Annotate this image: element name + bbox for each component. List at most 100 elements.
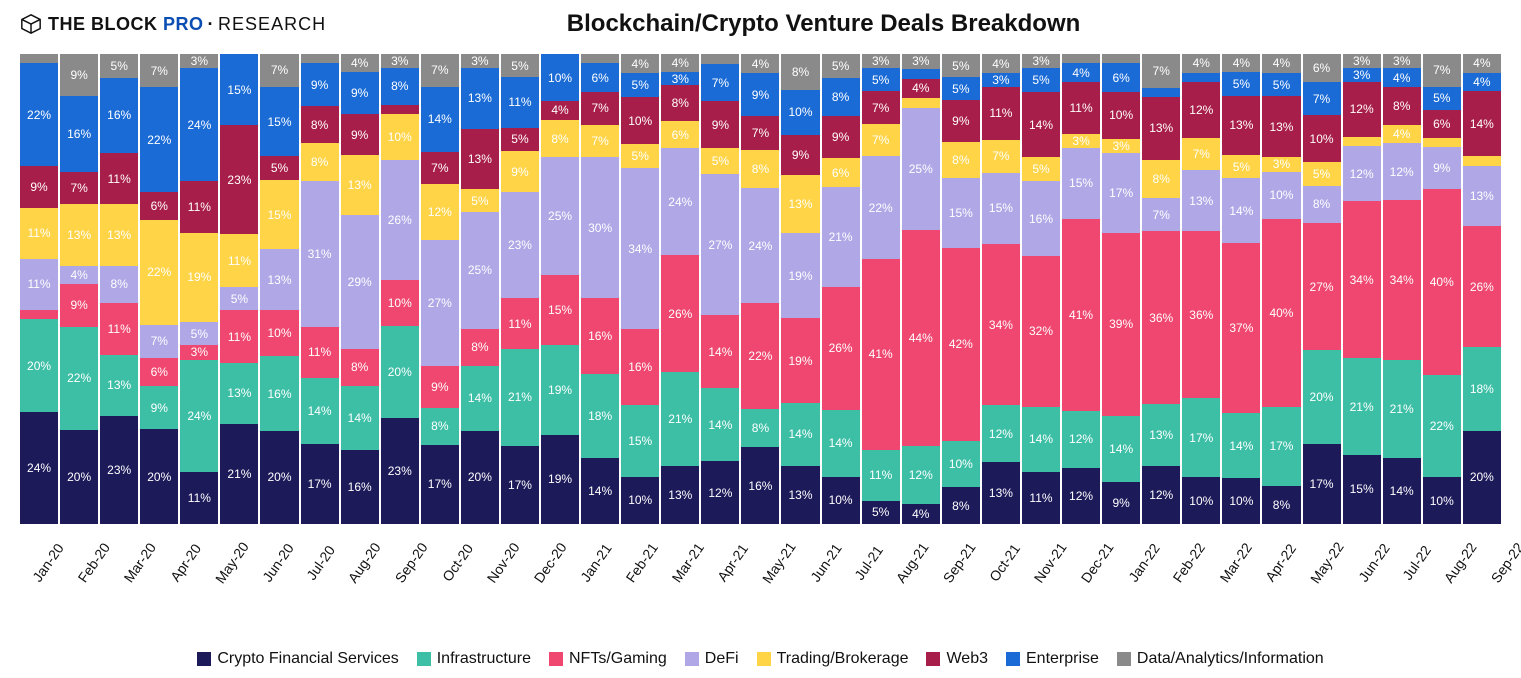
bar-segment: 14% xyxy=(1463,91,1501,156)
bar-segment: 8% xyxy=(100,266,138,304)
bar-segment: 14% xyxy=(1222,178,1260,243)
bar-segment: 29% xyxy=(341,215,379,349)
legend-swatch xyxy=(926,652,940,666)
bar-segment: 14% xyxy=(1383,458,1421,524)
bar-segment: 36% xyxy=(1142,231,1180,404)
legend-label: NFTs/Gaming xyxy=(569,650,667,668)
bar-segment: 3% xyxy=(461,54,499,68)
bar-segment: 15% xyxy=(541,275,579,346)
bar-segment: 26% xyxy=(381,160,419,280)
bar-segment: 19% xyxy=(781,233,819,318)
bar-segment: 8% xyxy=(1383,87,1421,125)
legend-label: Infrastructure xyxy=(437,650,531,668)
bar-segment: 14% xyxy=(1022,407,1060,473)
stacked-bar: 9%14%39%17%3%10%6% xyxy=(1102,54,1140,524)
bar-segment: 3% xyxy=(1383,54,1421,68)
bar-segment: 27% xyxy=(1303,223,1341,350)
legend-item: Enterprise xyxy=(1006,650,1099,668)
bar-segment: 8% xyxy=(942,142,980,179)
bar-segment: 7% xyxy=(741,116,779,150)
bar-segment: 8% xyxy=(1142,160,1180,198)
bar-segment: 5% xyxy=(1262,73,1300,97)
bar-column: 10%17%36%13%7%12%4% xyxy=(1182,54,1220,524)
bar-segment: 12% xyxy=(1343,146,1381,201)
bar-segment: 10% xyxy=(1182,477,1220,524)
legend-label: Web3 xyxy=(946,650,988,668)
bar-segment: 11% xyxy=(180,472,218,524)
bar-segment: 12% xyxy=(701,461,739,524)
bar-column: 12%14%14%27%5%9%7% xyxy=(701,54,739,524)
legend: Crypto Financial ServicesInfrastructureN… xyxy=(20,650,1501,668)
stacked-bar: 20%18%26%13%14%4%4% xyxy=(1463,54,1501,524)
bar-segment: 42% xyxy=(942,248,980,442)
stacked-bar: 20%16%10%13%15%5%15%7% xyxy=(260,54,298,524)
bar-column: 5%11%41%22%7%7%5%3% xyxy=(862,54,900,524)
bar-segment: 9% xyxy=(421,366,459,408)
bar-segment: 7% xyxy=(862,124,900,157)
bar-segment: 5% xyxy=(1423,87,1461,110)
bar-column: 17%20%27%8%5%10%7%6% xyxy=(1303,54,1341,524)
legend-label: Trading/Brokerage xyxy=(777,650,909,668)
bar-segment: 9% xyxy=(701,101,739,148)
bar-segment: 11% xyxy=(501,77,539,128)
bar-segment: 44% xyxy=(902,230,940,445)
stacked-bar: 24%20%11%11%9%22% xyxy=(20,54,58,524)
bar-segment: 3% xyxy=(180,54,218,68)
bar-segment: 14% xyxy=(701,388,739,461)
stacked-bar: 8%17%40%10%3%13%5%4% xyxy=(1262,54,1300,524)
bar-segment: 14% xyxy=(301,378,339,444)
bar-segment: 7% xyxy=(1303,82,1341,115)
bar-segment: 11% xyxy=(982,87,1020,139)
bar-segment: 4% xyxy=(1463,54,1501,73)
bar-segment: 21% xyxy=(501,349,539,446)
bar-segment: 8% xyxy=(661,85,699,121)
bar-segment: 3% xyxy=(1262,157,1300,171)
bar-segment: 34% xyxy=(1383,200,1421,360)
bar-segment: 8% xyxy=(421,408,459,445)
stacked-bar: 23%13%11%8%13%11%16%5% xyxy=(100,54,138,524)
bar-segment: 21% xyxy=(661,372,699,466)
bar-segment: 5% xyxy=(100,54,138,78)
bar-segment: 41% xyxy=(862,259,900,450)
bar-segment: 10% xyxy=(942,441,980,487)
legend-label: DeFi xyxy=(705,650,739,668)
bar-segment: 24% xyxy=(741,188,779,303)
bar-segment: 21% xyxy=(822,187,860,287)
stacked-bar: 16%14%8%29%13%9%9%4% xyxy=(341,54,379,524)
bar-segment: 13% xyxy=(461,129,499,189)
bar-segment: 8% xyxy=(781,54,819,90)
bar-segment: 13% xyxy=(661,466,699,524)
bar-segment: 25% xyxy=(541,157,579,275)
bar-segment: 36% xyxy=(1182,231,1220,399)
legend-label: Enterprise xyxy=(1026,650,1099,668)
bar-segment: 25% xyxy=(461,212,499,328)
stacked-bar: 11%14%32%16%5%14%5%3% xyxy=(1022,54,1060,524)
bar-segment: 16% xyxy=(581,298,619,373)
bar-segment: 10% xyxy=(381,114,419,160)
bar-segment: 6% xyxy=(822,158,860,186)
block-logo-icon xyxy=(20,13,42,35)
bar-segment: 26% xyxy=(661,255,699,371)
bar-segment: 8% xyxy=(301,106,339,144)
stacked-bar: 12%12%41%15%3%11%4% xyxy=(1062,54,1100,524)
bar-segment: 25% xyxy=(902,108,940,230)
legend-item: Web3 xyxy=(926,650,988,668)
bar-segment: 8% xyxy=(1303,186,1341,224)
bar-segment xyxy=(581,54,619,63)
stacked-bar: 21%13%11%5%11%23%15% xyxy=(220,54,258,524)
bar-segment: 4% xyxy=(661,54,699,72)
legend-swatch xyxy=(685,652,699,666)
bar-segment: 4% xyxy=(341,54,379,72)
x-axis-label: Sep-22 xyxy=(1488,540,1521,606)
bar-segment: 11% xyxy=(100,303,138,355)
stacked-bar: 20%22%9%4%13%7%16%9% xyxy=(60,54,98,524)
stacked-bar: 14%21%34%12%4%8%4%3% xyxy=(1383,54,1421,524)
bar-segment: 3% xyxy=(1062,134,1100,148)
bar-segment: 17% xyxy=(301,444,339,524)
bar-segment: 5% xyxy=(1303,162,1341,186)
bar-segment: 13% xyxy=(781,466,819,524)
bar-segment: 11% xyxy=(100,153,138,205)
bar-segment: 14% xyxy=(1022,92,1060,158)
bar-segment: 3% xyxy=(180,345,218,359)
bar-segment: 18% xyxy=(581,374,619,459)
